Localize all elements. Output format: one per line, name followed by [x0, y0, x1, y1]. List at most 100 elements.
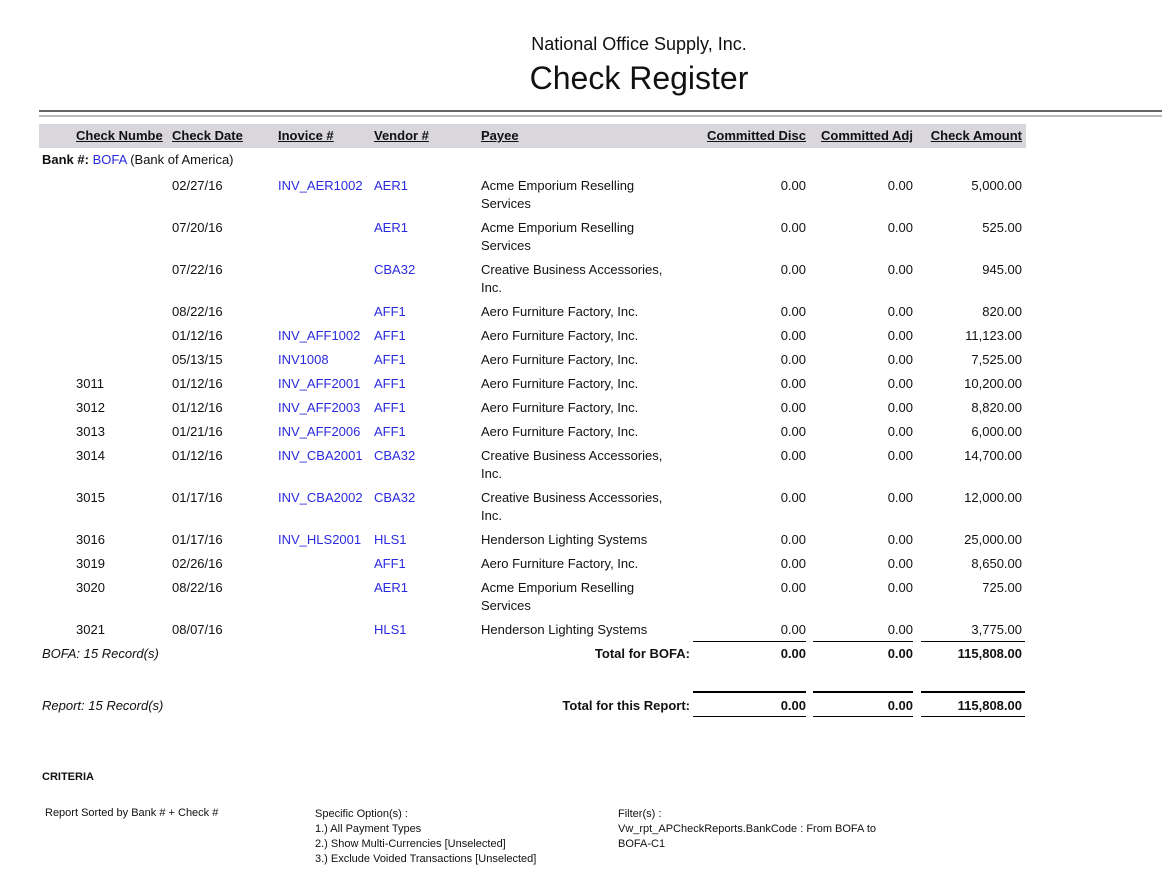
committed-adj: 0.00	[887, 448, 913, 463]
check-amount: 14,700.00	[964, 448, 1022, 463]
header-committed-disc[interactable]: Committed Disc	[707, 128, 806, 143]
committed-disc: 0.00	[780, 580, 806, 595]
check-number: 3011	[76, 376, 104, 391]
committed-disc: 0.00	[780, 304, 806, 319]
check-amount: 820.00	[982, 304, 1022, 319]
filters-title: Filter(s) :	[618, 808, 662, 820]
vendor-link[interactable]: AFF1	[374, 352, 406, 367]
check-date: 01/12/16	[172, 376, 223, 391]
total-rule	[693, 716, 806, 717]
bank-total-disc: 0.00	[780, 646, 806, 661]
check-date: 01/17/16	[172, 490, 223, 505]
option-item: 3.) Exclude Voided Transactions [Unselec…	[315, 853, 537, 865]
vendor-link[interactable]: AFF1	[374, 556, 406, 571]
header-payee[interactable]: Payee	[481, 128, 519, 143]
check-number: 3019	[76, 556, 105, 571]
committed-adj: 0.00	[887, 376, 913, 391]
payee: Aero Furniture Factory, Inc.	[481, 424, 639, 439]
committed-adj: 0.00	[887, 424, 913, 439]
check-date: 01/12/16	[172, 448, 223, 463]
table-row: 3014 01/12/16 INV_CBA2001 CBA32 Creative Bus…	[0, 447, 1162, 489]
committed-adj: 0.00	[887, 532, 913, 547]
total-rule	[813, 691, 913, 693]
check-amount: 8,650.00	[971, 556, 1022, 571]
filter-item: BOFA-C1	[618, 838, 666, 850]
bank-group-header: Bank #: BOFA (Bank of America)	[42, 152, 234, 167]
vendor-link[interactable]: AFF1	[374, 328, 406, 343]
vendor-link[interactable]: AFF1	[374, 304, 406, 319]
header-invoice[interactable]: Inovice #	[278, 128, 334, 143]
committed-disc: 0.00	[780, 262, 806, 277]
table-row: 3013 01/21/16 INV_AFF2006 AFF1 Aero Furnitur…	[0, 423, 1162, 447]
payee: Aero Furniture Factory, Inc.	[481, 400, 639, 415]
header-check-number[interactable]: Check Numbe	[76, 128, 163, 143]
report-title: Check Register	[529, 60, 749, 96]
option-item: 2.) Show Multi-Currencies [Unselected]	[315, 838, 506, 850]
invoice-link[interactable]: INV_AER1002	[278, 178, 363, 193]
bank-total-label: Total for BOFA:	[594, 646, 690, 661]
criteria-sort: Report Sorted by Bank # + Check #	[45, 807, 219, 819]
check-date: 08/22/16	[172, 304, 223, 319]
check-amount: 11,123.00	[965, 328, 1022, 343]
check-number: 3020	[76, 580, 105, 595]
bank-name: (Bank of America)	[130, 152, 234, 167]
total-rule	[813, 641, 913, 642]
invoice-link[interactable]: INV_CBA2002	[278, 490, 363, 505]
invoice-link[interactable]: INV_CBA2001	[278, 448, 363, 463]
table-row: 05/13/15 INV1008 AFF1 Aero Furniture Factor…	[0, 351, 1162, 375]
filter-item: Vw_rpt_APCheckReports.BankCode : From BO…	[618, 823, 877, 835]
header-check-date[interactable]: Check Date	[172, 128, 243, 143]
total-rule	[921, 691, 1025, 693]
committed-adj: 0.00	[887, 178, 913, 193]
bank-code-link[interactable]: BOFA	[92, 152, 127, 167]
total-rule	[921, 716, 1025, 717]
check-number: 3021	[76, 622, 105, 637]
divider	[39, 110, 1162, 112]
table-row: 02/27/16 INV_AER1002 AER1 Acme Emporium Res…	[0, 177, 1162, 219]
table-row: 01/12/16 INV_AFF1002 AFF1 Aero Furniture Fa…	[0, 327, 1162, 351]
total-rule	[693, 641, 806, 642]
payee: Creative Business Accessories, Inc.	[481, 448, 663, 481]
table-row: 3020 08/22/16 AER1 Acme Emporium Reselling …	[0, 579, 1162, 621]
vendor-link[interactable]: CBA32	[374, 490, 416, 505]
payee: Aero Furniture Factory, Inc.	[481, 376, 639, 391]
header-committed-adj[interactable]: Committed Adj	[821, 128, 913, 143]
vendor-link[interactable]: AFF1	[374, 400, 406, 415]
invoice-link[interactable]: INV_AFF2006	[278, 424, 361, 439]
invoice-link[interactable]: INV_AFF1002	[278, 328, 361, 343]
invoice-link[interactable]: INV_HLS2001	[278, 532, 362, 547]
vendor-link[interactable]: AFF1	[374, 424, 406, 439]
header-vendor[interactable]: Vendor #	[374, 128, 429, 143]
payee: Creative Business Accessories, Inc.	[481, 262, 663, 295]
invoice-link[interactable]: INV1008	[278, 352, 329, 367]
committed-disc: 0.00	[780, 376, 806, 391]
vendor-link[interactable]: AFF1	[374, 376, 406, 391]
check-amount: 25,000.00	[964, 532, 1022, 547]
check-number: 3014	[76, 448, 105, 463]
check-amount: 12,000.00	[964, 490, 1022, 505]
committed-disc: 0.00	[780, 556, 806, 571]
bank-total-amount: 115,808.00	[957, 646, 1022, 661]
invoice-link[interactable]: INV_AFF2003	[278, 400, 361, 415]
vendor-link[interactable]: CBA32	[374, 448, 416, 463]
vendor-link[interactable]: HLS1	[374, 532, 407, 547]
committed-adj: 0.00	[887, 328, 913, 343]
header-check-amount[interactable]: Check Amount	[930, 128, 1022, 143]
check-amount: 5,000.00	[971, 178, 1022, 193]
vendor-link[interactable]: CBA32	[374, 262, 416, 277]
payee: Aero Furniture Factory, Inc.	[481, 304, 639, 319]
vendor-link[interactable]: AER1	[374, 220, 408, 235]
check-date: 02/27/16	[172, 178, 223, 193]
vendor-link[interactable]: HLS1	[374, 622, 407, 637]
committed-disc: 0.00	[780, 448, 806, 463]
vendor-link[interactable]: AER1	[374, 178, 408, 193]
committed-adj: 0.00	[887, 490, 913, 505]
committed-disc: 0.00	[780, 220, 806, 235]
bank-label: Bank #:	[42, 152, 89, 167]
vendor-link[interactable]: AER1	[374, 580, 408, 595]
invoice-link[interactable]: INV_AFF2001	[278, 376, 361, 391]
payee: Aero Furniture Factory, Inc.	[481, 352, 639, 367]
check-date: 01/21/16	[172, 424, 223, 439]
payee: Aero Furniture Factory, Inc.	[481, 556, 639, 571]
